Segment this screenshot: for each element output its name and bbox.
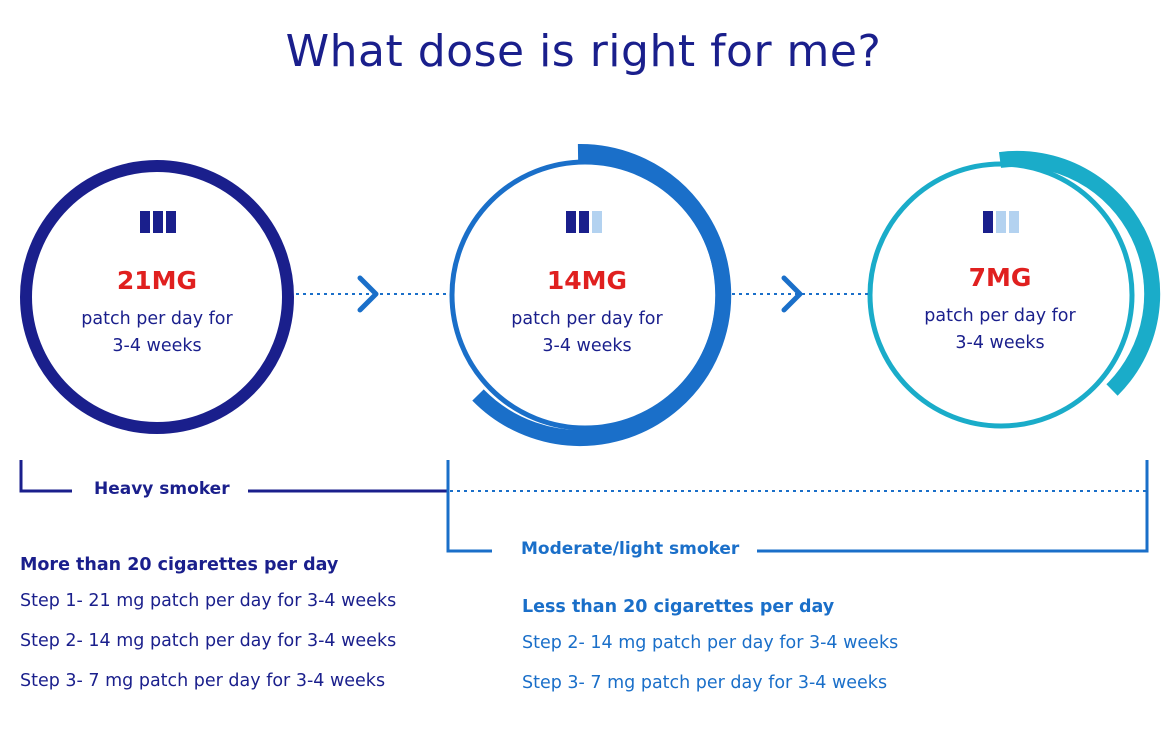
list-item: Step 2- 14 mg patch per day for 3-4 week… (20, 631, 397, 651)
page-title: What dose is right for me? (285, 26, 882, 77)
list-item: Step 2- 14 mg patch per day for 3-4 week… (522, 633, 899, 653)
chevron-right-icon (781, 275, 803, 313)
dose-circle-21mg (20, 160, 294, 434)
dose-desc-line: 3-4 weeks (112, 336, 202, 356)
dose-21mg: 21MG patch per day for 3-4 weeks (37, 266, 277, 360)
dose-14mg: 14MG patch per day for 3-4 weeks (467, 266, 707, 360)
dose-value: 21MG (116, 266, 198, 295)
dose-arc-14mg (472, 143, 732, 446)
list-item: Step 3- 7 mg patch per day for 3-4 weeks (522, 673, 888, 693)
heavy-heading: More than 20 cigarettes per day (20, 555, 339, 575)
heavy-smoker-label: Heavy smoker (76, 479, 248, 499)
dose-7mg: 7MG patch per day for 3-4 weeks (880, 263, 1120, 357)
dose-value: 7MG (968, 263, 1032, 292)
level-1-icon (983, 211, 1019, 233)
dose-arc-7mg (998, 150, 1161, 396)
dose-value: 14MG (546, 266, 628, 295)
moderate-bracket-right (757, 460, 1149, 553)
level-3-icon (140, 211, 176, 233)
dose-desc: patch per day for 3-4 weeks (467, 306, 707, 360)
dose-desc-line: patch per day for (511, 309, 663, 329)
dose-desc: patch per day for 3-4 weeks (880, 303, 1120, 357)
moderate-bracket-left (446, 460, 492, 553)
list-item: Step 3- 7 mg patch per day for 3-4 weeks (20, 671, 386, 691)
heavy-bracket (19, 460, 72, 493)
moderate-steps-list: Less than 20 cigarettes per day Step 2- … (522, 597, 898, 713)
level-2-icon (566, 211, 602, 233)
dose-desc-line: patch per day for (81, 309, 233, 329)
dose-desc-line: 3-4 weeks (955, 333, 1045, 353)
list-item: Step 1- 21 mg patch per day for 3-4 week… (20, 591, 397, 611)
moderate-heading: Less than 20 cigarettes per day (522, 597, 835, 617)
heavy-steps-list: More than 20 cigarettes per day Step 1- … (20, 555, 396, 711)
dose-desc: patch per day for 3-4 weeks (37, 306, 277, 360)
moderate-smoker-label: Moderate/light smoker (503, 539, 758, 559)
dose-desc-line: 3-4 weeks (542, 336, 632, 356)
dose-desc-line: patch per day for (924, 306, 1076, 326)
chevron-right-icon (357, 275, 379, 313)
